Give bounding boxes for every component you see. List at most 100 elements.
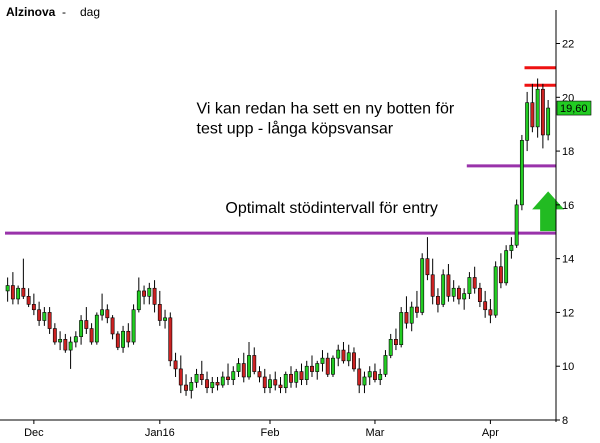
axes <box>0 10 557 422</box>
candle-body <box>331 357 335 375</box>
candle <box>79 315 84 345</box>
candle-body <box>320 357 325 364</box>
candle-body <box>456 287 461 300</box>
candle-body <box>178 368 183 386</box>
candle-body <box>147 287 152 297</box>
candle <box>241 352 246 383</box>
candle <box>268 374 272 394</box>
candle <box>115 331 120 351</box>
candle-body <box>472 277 477 289</box>
candle <box>84 307 89 334</box>
candle-body <box>105 309 110 319</box>
candle-body <box>68 341 73 351</box>
candle <box>388 333 393 359</box>
candle <box>357 358 362 394</box>
candle <box>16 285 21 305</box>
candle <box>294 368 299 388</box>
candle-body <box>498 266 503 284</box>
candle-body <box>315 363 320 372</box>
candle-body <box>404 312 409 324</box>
candle <box>136 277 141 313</box>
candles <box>5 78 551 399</box>
candle <box>331 355 335 377</box>
candle-body <box>514 204 519 246</box>
candle-body <box>341 349 346 362</box>
candle-body <box>373 371 377 380</box>
candle <box>472 266 477 294</box>
candle <box>425 237 430 281</box>
candle-body <box>126 330 131 343</box>
candle <box>488 298 493 324</box>
candle <box>184 374 188 396</box>
candle <box>199 360 204 386</box>
x-axis-ticks: Dec Jan16 Feb Mar Apr <box>24 420 499 439</box>
candle-body <box>462 293 467 300</box>
candle-body <box>184 384 188 391</box>
candle <box>273 371 278 391</box>
candle <box>530 83 535 133</box>
candle-body <box>430 274 435 297</box>
candle-body <box>283 373 288 389</box>
candle-body <box>346 352 351 362</box>
y-tick-label: 22 <box>562 39 574 51</box>
candle-body <box>163 317 167 321</box>
candle <box>477 282 482 308</box>
candle <box>68 336 73 369</box>
candle <box>173 352 178 377</box>
candle-body <box>168 317 173 362</box>
candle <box>310 355 314 377</box>
candle <box>383 350 388 377</box>
candle-body <box>388 339 393 356</box>
candle <box>378 368 383 386</box>
candle-body <box>42 312 47 321</box>
candle <box>168 312 173 367</box>
candle-body <box>21 287 26 297</box>
candle <box>142 285 146 305</box>
candle <box>63 333 68 353</box>
candle-body <box>509 244 514 251</box>
candle <box>121 325 125 353</box>
candle <box>409 301 414 332</box>
candle-body <box>47 312 52 329</box>
candle-body <box>89 328 94 343</box>
candle <box>26 288 31 308</box>
candle <box>367 366 372 386</box>
candle <box>257 366 262 383</box>
chart-title-separator: - <box>62 5 66 19</box>
candle <box>231 366 236 386</box>
candle <box>519 134 524 211</box>
candle <box>73 331 78 348</box>
candle <box>362 371 367 394</box>
candle-body <box>425 258 430 276</box>
candle <box>215 376 220 391</box>
y-tick-label: 8 <box>562 415 568 427</box>
candle <box>493 261 498 318</box>
candle <box>100 293 105 321</box>
candle-body <box>383 355 388 375</box>
candle <box>105 304 110 324</box>
candle <box>535 78 540 138</box>
candle <box>352 347 356 372</box>
candle <box>131 304 136 345</box>
candle <box>5 277 10 302</box>
y-tick-label: 14 <box>562 254 574 266</box>
candle-body <box>310 365 314 372</box>
candle <box>514 199 519 248</box>
last-value-box <box>556 100 592 116</box>
candle <box>10 272 15 305</box>
candle <box>399 307 404 348</box>
candle-body <box>504 250 509 284</box>
candle-body <box>477 287 482 302</box>
candle <box>194 368 199 388</box>
candle <box>126 323 131 348</box>
candle-body <box>420 258 425 313</box>
candle <box>430 258 435 305</box>
candle <box>394 328 398 351</box>
candle-body <box>409 306 414 324</box>
candle-body <box>336 349 341 359</box>
candle <box>315 360 320 380</box>
candle-body <box>262 376 267 389</box>
candle <box>320 350 325 372</box>
candle <box>31 293 36 316</box>
